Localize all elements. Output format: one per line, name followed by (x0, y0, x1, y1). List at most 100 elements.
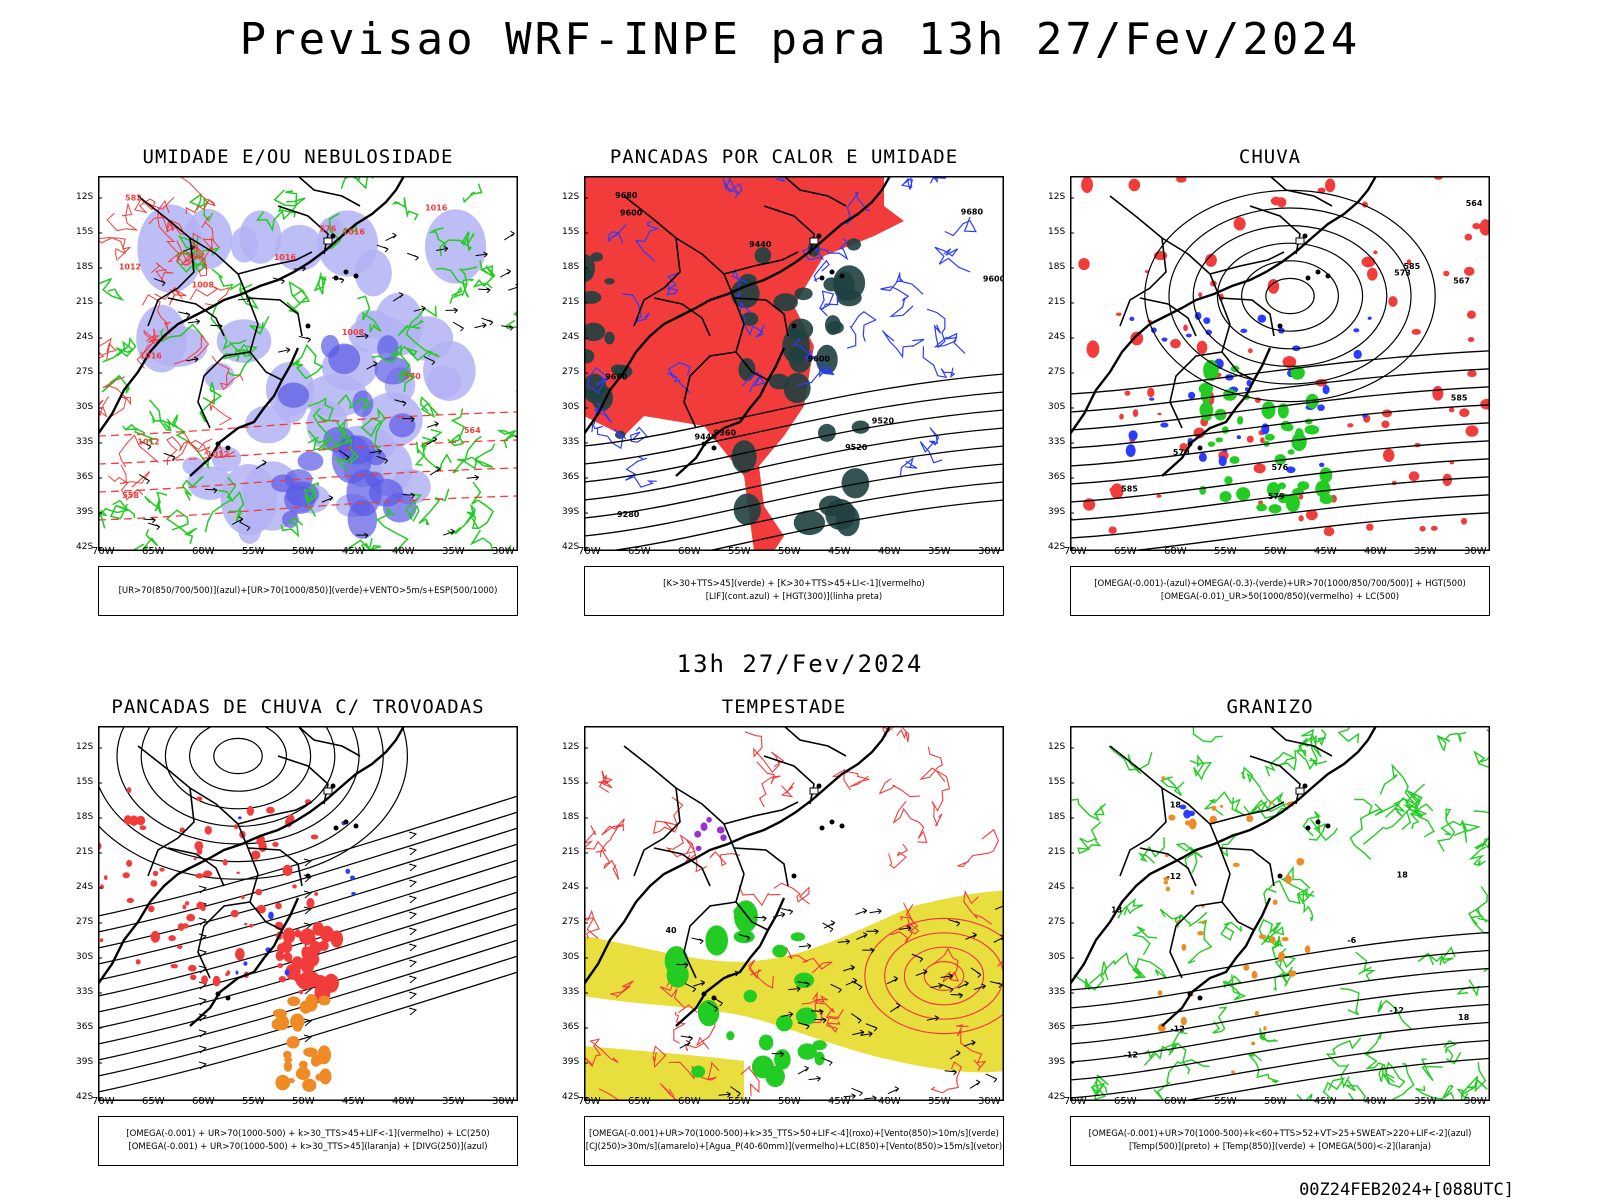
wind-vector (435, 245, 449, 252)
panel-title: PANCADAS POR CALOR E UMIDADE (609, 146, 959, 168)
low-level-humidity-contour (255, 209, 297, 232)
panel-legend: [OMEGA(-0.001) + UR>70(1000-500) + k>30_… (98, 1116, 518, 1166)
instability-area (733, 493, 761, 526)
longitude-tick-label: 40W (878, 1096, 901, 1107)
low-level-humidity-contour (344, 538, 382, 551)
wind-vector (862, 947, 875, 954)
hail-omega-area (1231, 1070, 1235, 1074)
state-border (1169, 351, 1223, 429)
latitude-tick-label: 39S (1048, 1057, 1066, 1067)
panel-chuva: CHUVA 585 585 585 579 573 570 567 564 576 12S 15S 1… (1048, 146, 1490, 646)
low-level-humidity-contour (419, 396, 440, 419)
thickness-contour (98, 396, 110, 418)
latitude-tick-label: 30S (562, 402, 580, 412)
low-level-humidity-contour (357, 295, 382, 333)
height-contour-500 (1070, 386, 1490, 431)
thunderstorm-area (135, 959, 141, 965)
legend-line: [OMEGA(-0.001) + UR>70(1000-500) + k>30_… (126, 1129, 490, 1139)
state-border (237, 251, 313, 275)
panel-granizo: GRANIZO -12 -12 -12 18 18 18 -6 -12 18 12S 15S 18S 2… (1048, 696, 1490, 1196)
panel-pancadas-calor: PANCADAS POR CALOR E UMIDADE 9600 9680 968… (562, 146, 1004, 646)
state-border (735, 323, 769, 381)
wind-vector (941, 984, 954, 993)
temperature-850-contour (1391, 1063, 1415, 1101)
lake (839, 273, 845, 279)
streamline (98, 859, 518, 981)
state-border (249, 323, 283, 381)
lake (711, 445, 717, 451)
shower-area (303, 1047, 318, 1057)
wind-vector (239, 521, 251, 531)
latitude-tick-label: 15S (1048, 227, 1066, 237)
stream-arrow (408, 895, 418, 904)
hail-omega-area (1243, 964, 1250, 971)
rain-area (1081, 176, 1094, 194)
wind-vector (852, 1029, 865, 1036)
longitude-tick-label: 45W (828, 1096, 851, 1107)
instability-area (794, 287, 813, 301)
latitude-tick-label: 21S (562, 297, 580, 307)
longitude-tick-label: 60W (1164, 546, 1187, 557)
contour-label: 9440 (695, 432, 718, 441)
map-pancadas-calor: 9600 9680 9680 9680 9600 9520 9440 9360 9280 9520… (562, 176, 1004, 557)
divergence-area (345, 868, 351, 874)
wind-vector (944, 1069, 957, 1076)
low-level-humidity-contour (405, 305, 437, 356)
stream-arrow (303, 922, 313, 931)
brasilia-marker (1295, 787, 1305, 795)
thunderstorm-area (298, 980, 314, 990)
wind-vector (949, 1050, 961, 1060)
thickness-contour (98, 337, 118, 360)
precipitable-water-contour (610, 980, 634, 999)
hail-omega-area (1201, 921, 1206, 925)
wind-vector (970, 967, 982, 978)
temperature-850-contour (1325, 1037, 1362, 1067)
lifted-index-contour (797, 358, 835, 386)
humidity-core (277, 382, 310, 408)
lake (1197, 445, 1203, 451)
coastline (98, 347, 300, 551)
precipitable-water-contour (919, 746, 946, 782)
shower-area (272, 1008, 288, 1018)
map-svg: -12 -12 -12 18 18 18 -6 -12 18 (1070, 726, 1490, 1101)
omega-area (1257, 314, 1267, 323)
wind-vector (843, 1093, 856, 1100)
latitude-tick-label: 30S (1048, 952, 1066, 962)
lifted-index-contour (634, 221, 659, 262)
lake (333, 825, 339, 831)
temperature-850-contour (1297, 888, 1314, 922)
wind-vector (466, 474, 480, 481)
wind-vector (797, 981, 810, 988)
state-border (297, 726, 361, 757)
temperature-500-contour (1070, 967, 1490, 1027)
wind-vector (811, 1008, 824, 1015)
state-border (783, 726, 847, 757)
stream-arrow (303, 906, 313, 915)
contour-label: -6 (1347, 936, 1356, 945)
lake (1277, 323, 1283, 329)
thunderstorm-area (278, 976, 287, 983)
wind-vector (886, 976, 899, 985)
wind-vector (823, 920, 836, 929)
wind-vector (754, 915, 767, 922)
streamline (98, 971, 518, 1093)
thickness-contour (185, 198, 216, 215)
longitude-tick-label: 60W (678, 546, 701, 557)
strong-omega-area (1305, 393, 1319, 409)
instability-area (846, 238, 861, 251)
strong-wind-area (774, 1049, 791, 1070)
thunderstorm-area (122, 872, 130, 879)
stream-arrow (408, 1007, 418, 1016)
wind-vector (684, 983, 697, 993)
instability-area (817, 423, 836, 442)
contour-label: 564 (1466, 199, 1483, 208)
wind-vector (366, 361, 378, 370)
latitude-tick-label: 27S (76, 917, 94, 927)
latitude-tick-label: 33S (562, 437, 580, 447)
longitude-tick-label: 40W (1364, 546, 1387, 557)
strong-wind-area (743, 989, 757, 1003)
low-level-humidity-contour (376, 507, 409, 551)
instability-area (818, 495, 844, 517)
thunderstorm-area (99, 938, 104, 943)
thickness-contour (141, 294, 171, 335)
